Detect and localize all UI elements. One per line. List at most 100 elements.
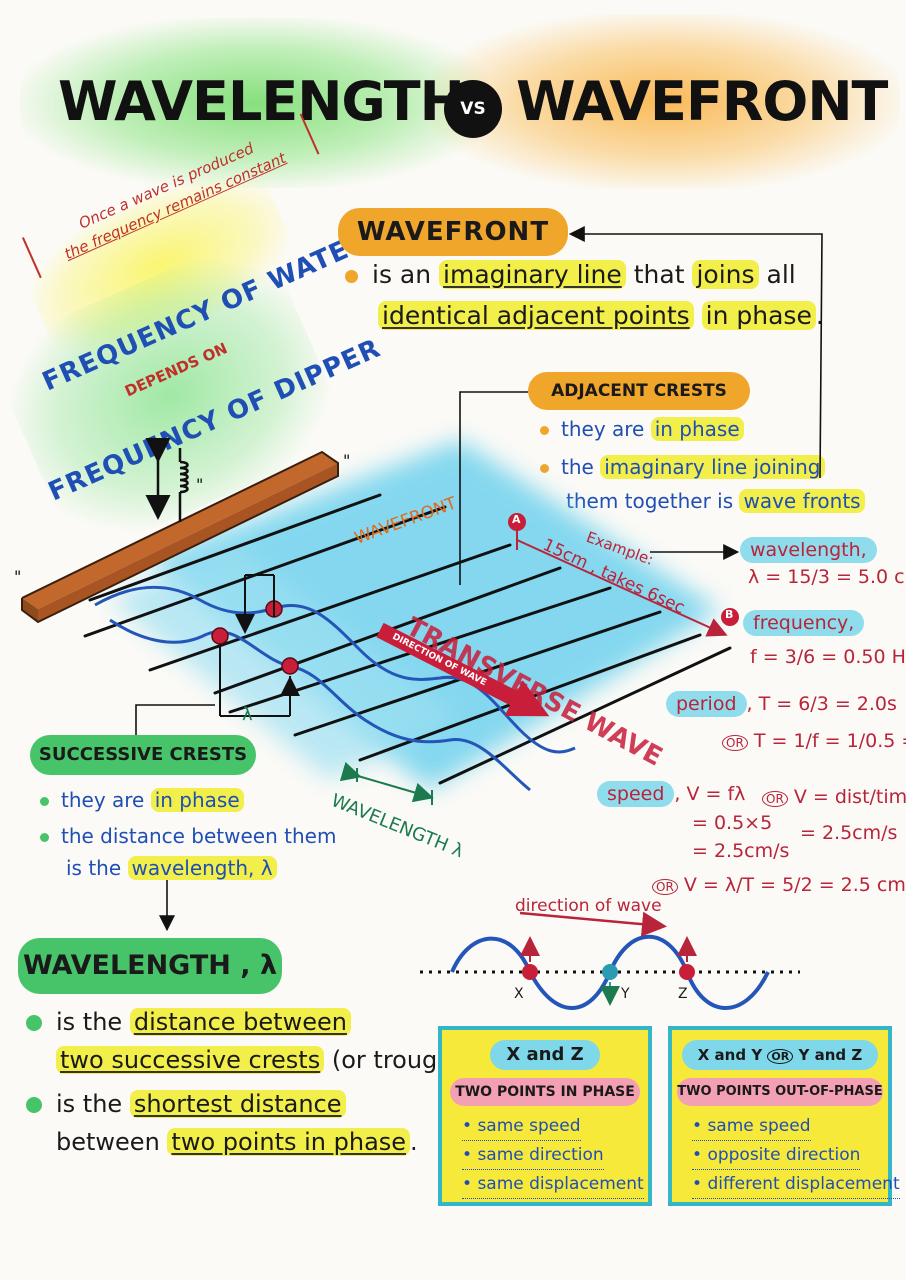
title-wavelength: WAVELENGTH <box>58 70 465 133</box>
period-alt-row: OR T = 1/f = 1/0.5 = 2.0s <box>722 730 906 752</box>
wl-text: is the <box>56 1008 123 1036</box>
succ-highlight: in phase <box>150 788 244 812</box>
speed-alt-formula: V = dist/time = 15/6 <box>793 786 906 808</box>
calc-pill: speed <box>597 781 675 807</box>
wavefront-line <box>88 493 382 602</box>
adj-text: them together is <box>566 489 734 513</box>
wl-text: is the <box>56 1090 123 1118</box>
period-row: period, T = 6/3 = 2.0s <box>666 691 897 717</box>
item-text: same direction <box>477 1145 604 1165</box>
item-text: different displacement <box>707 1174 900 1194</box>
wl-highlight: distance between <box>129 1008 351 1036</box>
point-z-marker <box>679 964 695 980</box>
calc-pill: frequency, <box>743 610 865 636</box>
wl-highlight: two successive crests <box>56 1046 325 1074</box>
phase-diagram <box>420 911 800 1010</box>
wavelength-bullet-2-cont: between two points in phase. <box>56 1122 418 1162</box>
point-a-marker <box>508 513 526 531</box>
in-phase-title: TWO POINTS IN PHASE <box>450 1078 640 1106</box>
def-highlight: joins <box>692 260 759 289</box>
in-phase-pill: X and Z <box>490 1040 600 1070</box>
bullet-icon <box>345 269 358 283</box>
phase-direction-label: direction of wave <box>515 896 662 916</box>
def-text: is an <box>372 260 432 289</box>
in-phase-item: • same speed <box>462 1112 581 1141</box>
title-wavefront: WAVEFRONT <box>516 70 888 133</box>
svg-text:": " <box>14 567 21 586</box>
spring-icon <box>178 448 189 522</box>
def-highlight: in phase <box>701 301 816 330</box>
adjacent-callout-line <box>459 391 528 585</box>
callout-lines <box>135 226 823 932</box>
successive-bullet-2-cont: is the wavelength, λ <box>66 852 277 884</box>
def-text: . <box>815 301 824 330</box>
adjacent-bullet-2: the imaginary line joining <box>540 450 825 484</box>
speed-formula: , V = fλ <box>674 783 746 805</box>
wavelength-green-bracket <box>339 761 434 805</box>
wavefront-heading: WAVEFRONT <box>338 208 568 256</box>
wl-text: between <box>56 1128 160 1156</box>
successive-crests-heading: SUCCESSIVE CRESTS <box>30 735 256 775</box>
succ-text: is the <box>66 856 122 880</box>
pill-text: X and Y <box>697 1046 763 1064</box>
successive-callout-line <box>135 704 215 735</box>
lambda-label: λ <box>242 704 253 725</box>
wl-highlight: shortest distance <box>129 1090 346 1118</box>
adj-text: the <box>561 455 594 479</box>
svg-text:": " <box>196 475 203 494</box>
wavelength-formula: λ = 15/3 = 5.0 cm <box>748 566 906 588</box>
succ-text: the distance between them <box>61 824 337 848</box>
point-z-label: Z <box>678 986 688 1002</box>
speed-alt-row-1: OR V = dist/time = 15/6 <box>762 786 906 808</box>
succ-highlight: wavelength, λ <box>127 856 277 880</box>
item-text: same displacement <box>477 1174 644 1194</box>
item-text: same speed <box>707 1116 811 1136</box>
out-phase-item: • different displacement <box>692 1170 900 1199</box>
successive-bullet-2: the distance between them <box>40 820 336 852</box>
point-y-marker <box>602 964 618 980</box>
calc-pill: period <box>666 691 747 717</box>
wl-highlight: two points in phase <box>167 1128 411 1156</box>
def-highlight: identical adjacent points <box>378 301 694 330</box>
wavefront-definition-line-2: identical adjacent points in phase. <box>378 296 824 336</box>
wave-curve <box>94 585 576 754</box>
wavefront-line <box>83 505 447 638</box>
succ-text: they are <box>61 788 145 812</box>
def-highlight: imaginary line <box>439 260 626 289</box>
point-x-marker <box>522 964 538 980</box>
or-badge: OR <box>762 791 788 807</box>
successive-bullet-1: they are in phase <box>40 784 244 816</box>
calc-pill: wavelength, <box>740 537 877 563</box>
in-phase-item: • same direction <box>462 1141 604 1170</box>
period-alt-formula: T = 1/f = 1/0.5 = 2.0s <box>753 730 906 752</box>
speed-alt-formula: V = λ/T = 5/2 = 2.5 cm/s <box>683 874 906 896</box>
speed-row: speed, V = fλ <box>597 781 746 807</box>
wavefront-definition-line-1: is an imaginary line that joins all <box>345 255 796 295</box>
a-to-b-arrow <box>516 539 728 637</box>
adjacent-bullet-2-cont: them together is wave fronts <box>566 484 865 518</box>
bullet-icon <box>26 1097 42 1113</box>
wavelength-calc-label: wavelength, <box>740 537 877 563</box>
direction-arrow <box>376 622 550 717</box>
dipper-rod <box>21 450 339 624</box>
out-of-phase-list: • same speed • opposite direction • diff… <box>672 1106 900 1199</box>
bullet-icon <box>540 464 549 473</box>
point-x-label: X <box>514 986 524 1002</box>
speed-alt-row-2: = 2.5cm/s <box>800 822 898 844</box>
title-vs-badge: VS <box>444 80 502 138</box>
crest-point <box>211 627 229 645</box>
speed-line-3: = 2.5cm/s <box>692 840 790 862</box>
adj-highlight: wave fronts <box>739 489 865 513</box>
bullet-icon <box>40 833 49 842</box>
out-phase-item: • opposite direction <box>692 1141 861 1170</box>
in-phase-item: • same displacement <box>462 1170 644 1199</box>
svg-text:": " <box>343 451 350 470</box>
frequency-formula: f = 3/6 = 0.50 Hz <box>750 646 906 668</box>
speed-line-2: = 0.5×5 <box>692 812 773 834</box>
point-a-label: A <box>512 513 521 526</box>
adj-text: they are <box>561 417 645 441</box>
adjacent-crests-heading: ADJACENT CRESTS <box>528 372 750 410</box>
in-phase-box: X and Z TWO POINTS IN PHASE • same speed… <box>438 1026 652 1206</box>
in-phase-list: • same speed • same direction • same dis… <box>442 1106 648 1199</box>
bullet-icon <box>40 797 49 806</box>
